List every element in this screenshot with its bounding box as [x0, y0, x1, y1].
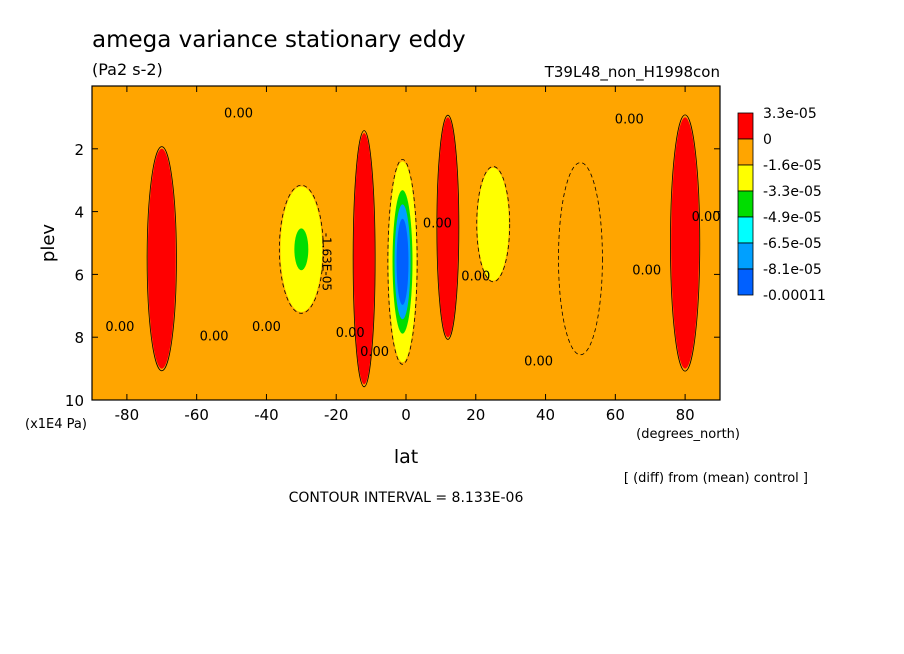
contour-lines: 0.00 0.00 0.00 0.00 0.00 0.00 0.00 0.00 0.00 0.00…: [105, 106, 721, 388]
contour-fill-7-0: [437, 117, 459, 338]
y-tick-label: 10: [65, 392, 84, 410]
chart-units: (Pa2 s-2): [92, 60, 163, 79]
y-axis-label: plev: [38, 224, 59, 263]
colorbar-label: -4.9e-05: [763, 210, 822, 226]
diff-note: [ (diff) from (mean) control ]: [624, 471, 808, 486]
y-axis-units: (x1E4 Pa): [25, 417, 87, 432]
colorbar-label: 0: [763, 132, 772, 148]
x-tick-label: 20: [466, 406, 485, 424]
colorbar-label: -8.1e-05: [763, 262, 822, 278]
contour-line-7: [436, 114, 460, 340]
contour-line-6: [352, 130, 376, 388]
x-tick-label: -40: [254, 406, 279, 424]
contour-fill-5-0: [147, 148, 176, 369]
contour-fill-4-0: [671, 117, 700, 369]
contour-value-label: 0.00: [336, 326, 365, 341]
colorbar-label: 3.3e-05: [763, 106, 817, 122]
y-tick-label: 2: [74, 141, 84, 159]
contour-line-1: [387, 158, 418, 365]
chart-title: amega variance stationary eddy: [92, 27, 466, 53]
colorbar-swatch: [737, 216, 754, 244]
contour-value-label: 0.00: [615, 113, 644, 128]
x-tick-label: 40: [536, 406, 555, 424]
x-axis: -80 -60 -40 -20 0 20 40 60 80: [115, 86, 695, 424]
contour-line-4: [670, 114, 701, 372]
colorbar: 3.3e-05 0 -1.6e-05 -3.3e-05 -4.9e-05 -6.5e-05…: [737, 106, 826, 304]
contour-fill-2-1: [485, 195, 502, 253]
contour-value-label: 0.00: [692, 210, 721, 225]
y-tick-label: 4: [74, 204, 84, 222]
plot-area: 0.00 0.00 0.00 0.00 0.00 0.00 0.00 0.00 0.00 0.00…: [92, 86, 721, 400]
x-tick-label: -20: [324, 406, 349, 424]
contour-value-label: 0.00: [524, 354, 553, 369]
colorbar-label: -0.00011: [763, 288, 826, 304]
colorbar-swatch: [737, 268, 754, 296]
contour-line-5: [146, 146, 177, 372]
contour-value-label: 0.00: [632, 263, 661, 278]
colorbar-label: -1.6e-05: [763, 158, 822, 174]
contour-fill-6-0: [353, 133, 375, 385]
x-tick-label: 0: [401, 406, 411, 424]
contour-fill-3-0: [559, 164, 602, 353]
contour-line-2: [476, 166, 511, 283]
contour-value-label: 0.00: [360, 345, 389, 360]
colorbar-swatch: [737, 242, 754, 270]
contour-value-label: 0.00: [200, 329, 229, 344]
contour-value-label: 0.00: [224, 106, 253, 121]
y-tick-label: 6: [74, 266, 84, 284]
x-axis-label: lat: [394, 446, 418, 468]
contour-value-label: 0.00: [105, 320, 134, 335]
contour-value-label: 0.00: [423, 216, 452, 231]
colorbar-label: -3.3e-05: [763, 184, 822, 200]
x-tick-label: 80: [676, 406, 695, 424]
x-tick-label: -60: [184, 406, 209, 424]
x-tick-label: 60: [606, 406, 625, 424]
experiment-label: T39L48_non_H1998con: [544, 63, 720, 82]
y-axis: 2 4 6 8 10: [65, 141, 720, 410]
colorbar-swatch: [737, 190, 754, 218]
contour-fill-0-2: [294, 228, 309, 271]
y-tick-label: 8: [74, 329, 84, 347]
contour-line-3: [558, 162, 603, 356]
x-axis-units: (degrees_north): [636, 427, 740, 442]
colorbar-swatch: [737, 138, 754, 166]
contour-value-label-negative: -1.63E-05: [319, 233, 333, 291]
colorbar-swatch: [737, 164, 754, 192]
filled-contours: [147, 117, 700, 385]
contour-value-label: 0.00: [252, 320, 281, 335]
contour-interval: CONTOUR INTERVAL = 8.133E-06: [289, 490, 524, 506]
contour-value-label: 0.00: [461, 270, 490, 285]
x-tick-label: -80: [115, 406, 140, 424]
colorbar-label: -6.5e-05: [763, 236, 822, 252]
contour-fill-1-6: [400, 247, 405, 277]
colorbar-swatch: [737, 112, 754, 140]
contour-line-0: [278, 184, 324, 314]
